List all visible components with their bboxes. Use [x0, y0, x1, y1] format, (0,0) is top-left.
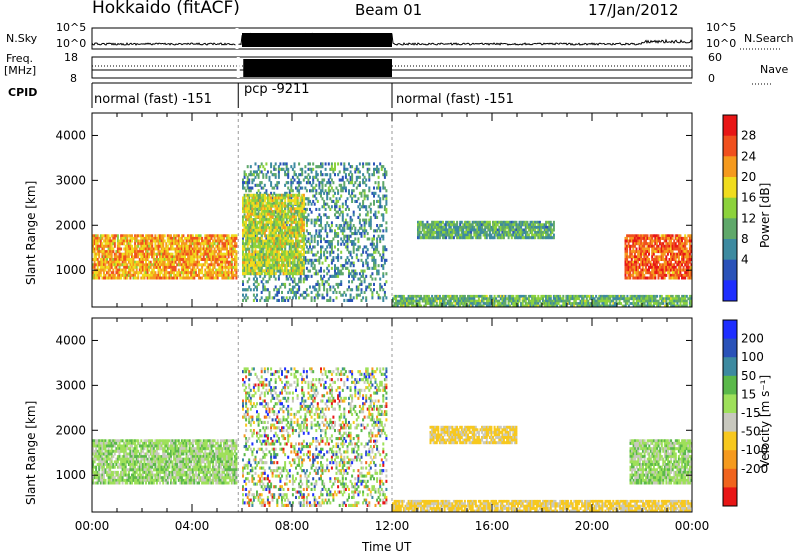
cpid-label: CPID	[8, 86, 38, 99]
velocity-colorbar-swatch-8	[723, 468, 737, 488]
velocity-colorbar-tick-6: -100	[741, 443, 768, 457]
velocity-region-1	[92, 439, 238, 485]
velocity-colorbar-tick-5: -50	[741, 425, 761, 439]
velocity-ytick-label-2: 2000	[55, 423, 86, 437]
power-data-cells	[92, 162, 693, 308]
noise-tick-low-right: 10^0	[706, 37, 737, 50]
power-ytick-label-2: 2000	[55, 218, 86, 232]
velocity-ylabel: Slant Range [km]	[24, 400, 38, 505]
cpid-segment-1: normal (fast) -151	[94, 92, 212, 107]
power-colorbar-label: Power [dB]	[758, 182, 772, 248]
power-colorbar-swatch-0	[723, 115, 737, 137]
freq-label: Freq.	[6, 52, 34, 65]
velocity-colorbar-tick-4: -15	[741, 406, 761, 420]
cpid-segment-2: pcp -9211	[244, 82, 310, 97]
power-colorbar-tick-0: 28	[741, 129, 756, 143]
date-title: 17/Jan/2012	[588, 1, 679, 19]
power-region-3	[242, 193, 305, 276]
velocity-region-3	[429, 425, 518, 445]
power-colorbar-swatch-6	[723, 239, 737, 261]
velocity-ytick-label-3: 1000	[55, 468, 86, 482]
velocity-colorbar-swatch-2	[723, 357, 737, 377]
velocity-colorbar-swatch-1	[723, 338, 737, 358]
power-colorbar-swatch-5	[723, 218, 737, 240]
xtick-label-1: 04:00	[175, 519, 210, 533]
power-colorbar-frame	[722, 114, 738, 302]
power-colorbar-tick-2: 20	[741, 170, 756, 184]
radar-title: Hokkaido (fitACF)	[92, 0, 240, 18]
nsky-label: N.Sky	[6, 32, 38, 45]
velocity-colorbar-tick-7: -200	[741, 462, 768, 476]
power-ytick-label-0: 4000	[55, 128, 86, 142]
velocity-data-cells	[92, 367, 693, 513]
nsearch-label: N.Search	[744, 32, 794, 45]
velocity-colorbar-swatch-3	[723, 375, 737, 395]
cpid-segment-3: normal (fast) -151	[396, 92, 514, 107]
power-colorbar-tick-6: 4	[741, 253, 749, 267]
nave-label: Nave	[760, 63, 789, 76]
freq-unit-label: [MHz]	[4, 64, 37, 77]
velocity-colorbar-swatch-0	[723, 320, 737, 340]
xtick-label-6: 00:00	[675, 519, 710, 533]
velocity-colorbar-swatch-7	[723, 450, 737, 470]
power-colorbar-tick-4: 12	[741, 211, 756, 225]
noise-tick-high-right: 10^5	[706, 21, 737, 34]
power-region-5	[624, 234, 693, 280]
power-colorbar-tick-1: 24	[741, 149, 756, 163]
freq-tick-low: 8	[70, 72, 77, 85]
power-colorbar-swatch-2	[723, 156, 737, 178]
velocity-colorbar-label: Velocity [m s⁻¹]	[758, 374, 772, 468]
noise-pcp-block	[242, 33, 392, 47]
xtick-label-3: 12:00	[375, 519, 410, 533]
velocity-region-5	[392, 499, 693, 513]
power-colorbar-tick-3: 16	[741, 191, 756, 205]
velocity-colorbar-swatch-5	[723, 413, 737, 433]
power-region-4	[417, 220, 555, 240]
velocity-colorbar-tick-1: 100	[741, 350, 764, 364]
power-region-1	[92, 234, 238, 280]
velocity-colorbar-swatch-6	[723, 431, 737, 451]
power-colorbar-tick-5: 8	[741, 232, 749, 246]
power-colorbar-swatch-4	[723, 197, 737, 219]
velocity-ytick-label-0: 4000	[55, 333, 86, 347]
xtick-label-2: 08:00	[275, 519, 310, 533]
power-ytick-label-1: 3000	[55, 173, 86, 187]
freq-tick-high: 18	[64, 51, 78, 64]
velocity-colorbar-tick-2: 50	[741, 369, 756, 383]
velocity-colorbar-swatch-9	[723, 487, 737, 507]
freq-panel-frame	[91, 56, 693, 79]
noise-panel-frame	[91, 27, 693, 50]
power-colorbar-swatch-3	[723, 177, 737, 199]
power-ytick-label-3: 1000	[55, 263, 86, 277]
x-axis-label: Time UT	[362, 540, 412, 554]
nave-tick-high: 60	[708, 51, 722, 64]
freq-pcp-block	[243, 59, 392, 77]
power-colorbar-swatch-8	[723, 280, 737, 302]
xtick-label-4: 16:00	[475, 519, 510, 533]
power-colorbar-swatch-1	[723, 135, 737, 157]
velocity-region-2	[242, 367, 388, 507]
xtick-label-5: 20:00	[575, 519, 610, 533]
velocity-colorbar-tick-3: 15	[741, 387, 756, 401]
nave-tick-low: 0	[708, 72, 715, 85]
power-ylabel: Slant Range [km]	[24, 180, 38, 285]
velocity-colorbar-frame	[722, 319, 738, 507]
velocity-ytick-label-1: 3000	[55, 378, 86, 392]
noise-tick-low: 10^0	[56, 37, 87, 50]
velocity-colorbar-swatch-4	[723, 394, 737, 414]
xtick-label-0: 00:00	[75, 519, 110, 533]
beam-title: Beam 01	[355, 1, 423, 19]
noise-tick-high: 10^5	[56, 21, 87, 34]
power-colorbar-swatch-7	[723, 259, 737, 281]
power-region-6	[392, 294, 693, 308]
velocity-region-4	[629, 439, 693, 485]
velocity-colorbar-tick-0: 200	[741, 332, 764, 346]
